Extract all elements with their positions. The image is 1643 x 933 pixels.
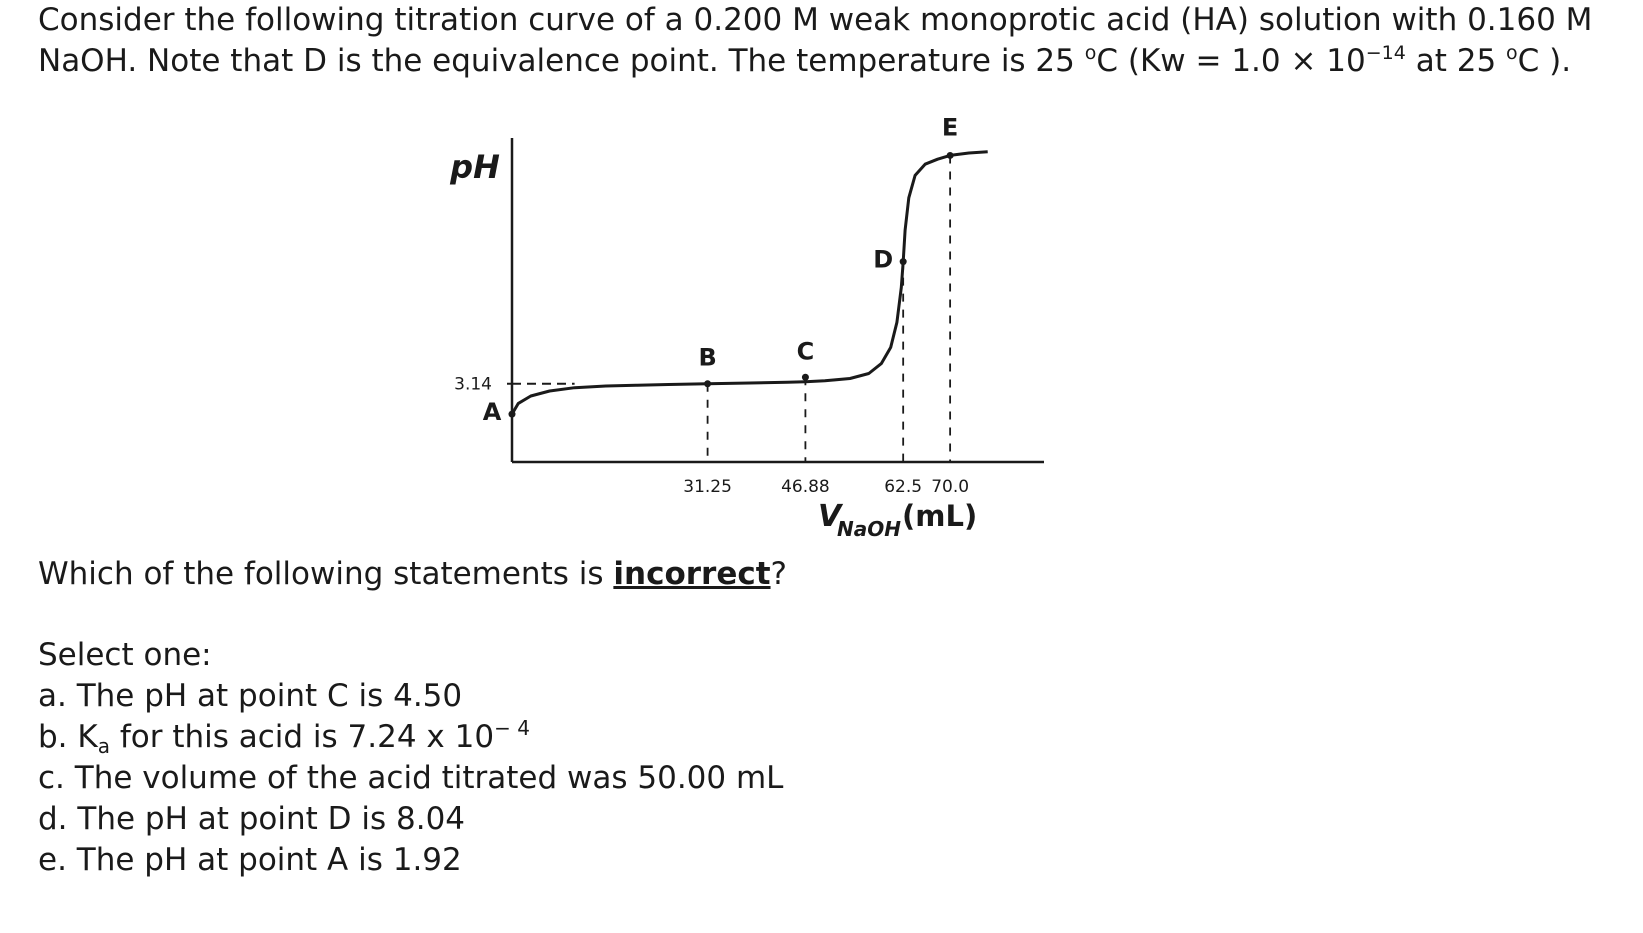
answer-options: Select one: a. The pH at point C is 4.50…	[38, 635, 783, 881]
chart-marks: 3.14 A B C D E 31.25 46.88 62.5 70.0	[454, 118, 988, 497]
prompt-question-mark: ?	[770, 556, 788, 592]
option-a[interactable]: a. The pH at point C is 4.50	[38, 678, 463, 714]
option-b[interactable]: b. Ka for this acid is 7.24 x 10− 4	[38, 717, 783, 758]
kw-exponent: −14	[1365, 42, 1406, 64]
titration-curve	[510, 150, 988, 415]
y-axis-label: pH	[449, 148, 500, 186]
point-b-marker	[704, 380, 712, 388]
x-tick-label-62-5: 62.5	[884, 477, 922, 497]
degree-sign-1: o	[1084, 42, 1097, 64]
option-c[interactable]: c. The volume of the acid titrated was 5…	[38, 760, 784, 796]
intro-line-2-temp: at 25	[1405, 43, 1507, 79]
intro-line-2-end: C ).	[1517, 43, 1572, 79]
x-tick-label-31-25: 31.25	[683, 477, 732, 497]
point-e-label: E	[942, 118, 958, 141]
x-tick-label-46-88: 46.88	[781, 477, 830, 497]
prompt-emphasis: incorrect	[613, 556, 771, 592]
intro-line-1: Consider the following titration curve o…	[38, 2, 1593, 38]
point-c-label: C	[797, 337, 815, 365]
degree-sign-2: o	[1506, 42, 1518, 64]
point-a-label: A	[483, 398, 502, 426]
question-prompt: Which of the following statements is inc…	[38, 552, 787, 596]
option-b-text: for this acid is 7.24 x 10	[109, 719, 495, 755]
x-axis-label-unit: (mL)	[902, 499, 977, 533]
titration-curve-chart: pH V NaOH (mL) 3.14 A B C D E 31.25 46.88 62.5 70…	[449, 118, 1044, 541]
point-d-label: D	[873, 246, 893, 274]
prompt-text: Which of the following statements is	[38, 556, 614, 592]
intro-line-2-kw: C (Kw = 1.0 × 10	[1096, 43, 1366, 79]
question-intro: Consider the following titration curve o…	[38, 0, 1618, 82]
point-b-label: B	[698, 344, 716, 372]
option-b-prefix: b. K	[38, 719, 98, 755]
point-e-marker	[946, 151, 954, 159]
x-axis-label-main: V	[818, 499, 844, 534]
intro-line-2-start: NaOH. Note that D is the equivalence poi…	[38, 43, 1085, 79]
point-d-marker	[899, 258, 907, 266]
option-e[interactable]: e. The pH at point A is 1.92	[38, 842, 462, 878]
option-b-exponent: − 4	[494, 716, 530, 740]
select-one-label: Select one:	[38, 637, 212, 673]
point-a-marker	[508, 410, 516, 418]
x-axis-label-sub: NaOH	[837, 517, 901, 541]
option-d[interactable]: d. The pH at point D is 8.04	[38, 801, 466, 837]
y-tick-label: 3.14	[454, 375, 492, 395]
option-b-subscript: a	[97, 734, 110, 758]
point-c-marker	[801, 373, 809, 381]
x-tick-label-70: 70.0	[931, 477, 969, 497]
